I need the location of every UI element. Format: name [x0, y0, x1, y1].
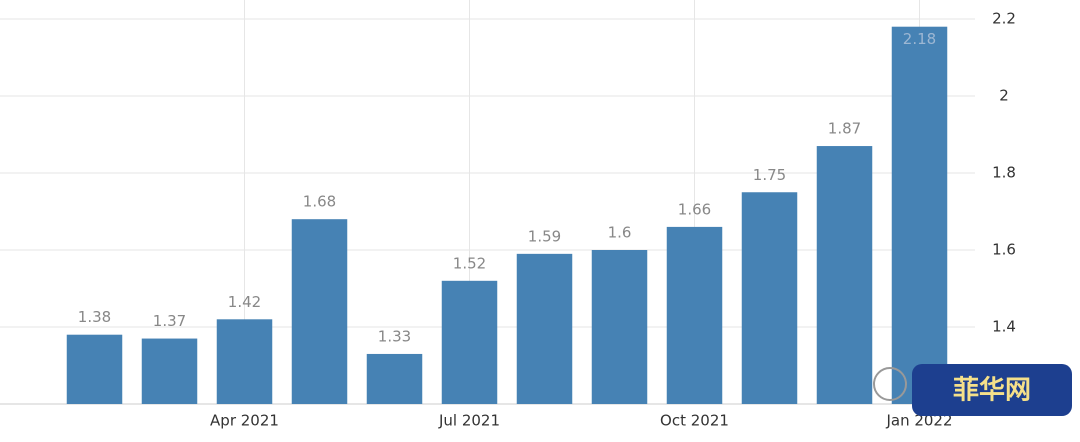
bar	[591, 250, 648, 404]
bar	[141, 338, 198, 404]
y-tick-label: 2.2	[992, 10, 1016, 28]
value-label: 1.59	[528, 227, 561, 245]
watermark-badge	[912, 364, 1072, 416]
value-label: 2.18	[903, 30, 936, 48]
bar	[441, 280, 498, 404]
value-label: 1.33	[378, 327, 411, 345]
value-label: 1.42	[228, 293, 261, 311]
value-label: 1.87	[828, 120, 861, 138]
y-tick-label: 1.4	[992, 318, 1016, 336]
watermark-icon	[873, 367, 907, 401]
x-tick-label: Apr 2021	[210, 412, 279, 430]
y-tick-label: 1.8	[992, 164, 1016, 182]
value-label: 1.37	[153, 312, 186, 330]
value-label: 1.6	[608, 224, 632, 242]
bar	[891, 26, 948, 404]
value-label: 1.38	[78, 308, 111, 326]
watermark-text: 菲华网	[953, 375, 1031, 406]
bar	[666, 226, 723, 404]
bar	[516, 253, 573, 404]
y-tick-label: 1.6	[992, 241, 1016, 259]
value-label: 1.66	[678, 200, 711, 218]
x-tick-label: Oct 2021	[660, 412, 729, 430]
bar	[741, 192, 798, 404]
bar	[66, 334, 123, 404]
value-label: 1.75	[753, 166, 786, 184]
value-label: 1.68	[303, 193, 336, 211]
watermark: 菲华网	[873, 364, 1072, 416]
bar	[291, 219, 348, 404]
y-tick-label: 2	[999, 87, 1009, 105]
x-tick-label: Jul 2021	[438, 412, 500, 430]
value-label: 1.52	[453, 254, 486, 272]
bar	[366, 353, 423, 404]
bar	[216, 319, 273, 404]
bar	[816, 146, 873, 405]
